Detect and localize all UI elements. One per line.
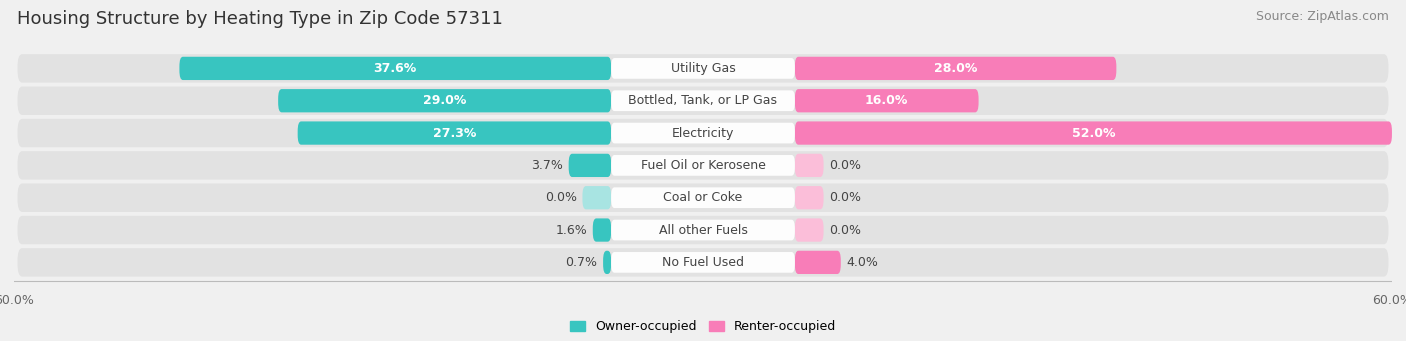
- FancyBboxPatch shape: [612, 155, 794, 176]
- FancyBboxPatch shape: [17, 151, 1389, 180]
- FancyBboxPatch shape: [298, 121, 612, 145]
- Text: 0.0%: 0.0%: [830, 159, 862, 172]
- Text: 3.7%: 3.7%: [531, 159, 562, 172]
- Text: 27.3%: 27.3%: [433, 127, 477, 139]
- Text: 0.7%: 0.7%: [565, 256, 598, 269]
- Legend: Owner-occupied, Renter-occupied: Owner-occupied, Renter-occupied: [565, 315, 841, 338]
- FancyBboxPatch shape: [612, 90, 794, 111]
- FancyBboxPatch shape: [17, 248, 1389, 277]
- FancyBboxPatch shape: [794, 121, 1392, 145]
- Text: Housing Structure by Heating Type in Zip Code 57311: Housing Structure by Heating Type in Zip…: [17, 10, 503, 28]
- Text: Bottled, Tank, or LP Gas: Bottled, Tank, or LP Gas: [628, 94, 778, 107]
- FancyBboxPatch shape: [17, 87, 1389, 115]
- FancyBboxPatch shape: [612, 187, 794, 208]
- FancyBboxPatch shape: [17, 119, 1389, 147]
- FancyBboxPatch shape: [17, 54, 1389, 83]
- FancyBboxPatch shape: [794, 154, 824, 177]
- Text: Utility Gas: Utility Gas: [671, 62, 735, 75]
- Text: Coal or Coke: Coal or Coke: [664, 191, 742, 204]
- Text: All other Fuels: All other Fuels: [658, 224, 748, 237]
- Text: 16.0%: 16.0%: [865, 94, 908, 107]
- Text: 28.0%: 28.0%: [934, 62, 977, 75]
- Text: 52.0%: 52.0%: [1071, 127, 1115, 139]
- Text: Fuel Oil or Kerosene: Fuel Oil or Kerosene: [641, 159, 765, 172]
- FancyBboxPatch shape: [612, 58, 794, 79]
- FancyBboxPatch shape: [568, 154, 612, 177]
- FancyBboxPatch shape: [582, 186, 612, 209]
- FancyBboxPatch shape: [278, 89, 612, 113]
- Text: 0.0%: 0.0%: [544, 191, 576, 204]
- Text: 0.0%: 0.0%: [830, 191, 862, 204]
- FancyBboxPatch shape: [612, 252, 794, 273]
- FancyBboxPatch shape: [180, 57, 612, 80]
- Text: Electricity: Electricity: [672, 127, 734, 139]
- FancyBboxPatch shape: [794, 89, 979, 113]
- FancyBboxPatch shape: [17, 216, 1389, 244]
- Text: 4.0%: 4.0%: [846, 256, 879, 269]
- Text: 1.6%: 1.6%: [555, 224, 588, 237]
- Text: 29.0%: 29.0%: [423, 94, 467, 107]
- FancyBboxPatch shape: [612, 220, 794, 240]
- FancyBboxPatch shape: [794, 218, 824, 242]
- FancyBboxPatch shape: [593, 218, 612, 242]
- FancyBboxPatch shape: [794, 251, 841, 274]
- FancyBboxPatch shape: [794, 57, 1116, 80]
- FancyBboxPatch shape: [794, 186, 824, 209]
- Text: Source: ZipAtlas.com: Source: ZipAtlas.com: [1256, 10, 1389, 23]
- FancyBboxPatch shape: [612, 123, 794, 144]
- FancyBboxPatch shape: [603, 251, 612, 274]
- Text: 0.0%: 0.0%: [830, 224, 862, 237]
- FancyBboxPatch shape: [17, 183, 1389, 212]
- Text: No Fuel Used: No Fuel Used: [662, 256, 744, 269]
- Text: 37.6%: 37.6%: [374, 62, 418, 75]
